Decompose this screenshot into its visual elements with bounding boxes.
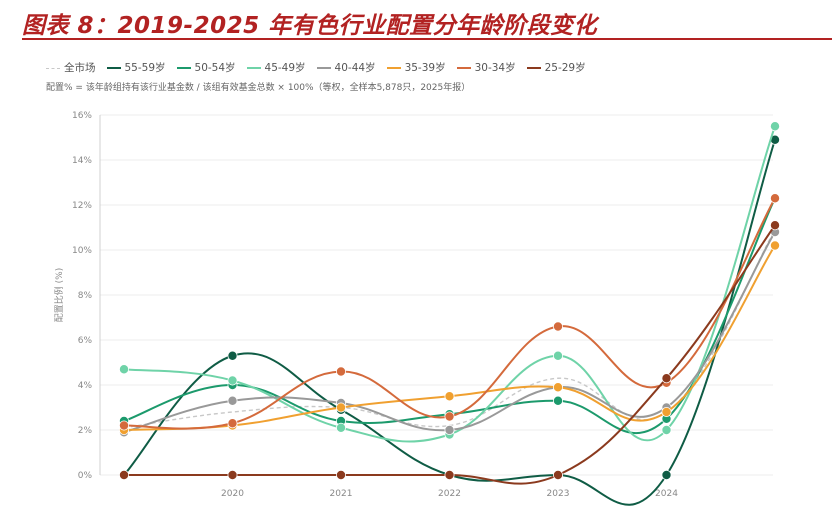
y-axis-label: 配置比例 (%) [53, 268, 65, 322]
legend-swatch [456, 67, 471, 69]
data-point [119, 364, 130, 375]
x-tick-label: 2022 [438, 489, 461, 499]
data-point [770, 220, 781, 231]
data-point [227, 469, 238, 480]
series-2 [119, 134, 781, 506]
data-point [444, 469, 455, 480]
legend-item: 30-34岁 [456, 61, 516, 75]
data-point [444, 411, 455, 422]
series-line [123, 224, 776, 485]
legend-swatch [386, 67, 401, 69]
data-point [227, 395, 238, 406]
data-point [553, 321, 564, 332]
y-tick-label: 0% [78, 471, 93, 481]
y-tick-label: 8% [78, 291, 93, 301]
data-point [227, 375, 238, 386]
legend-swatch [176, 67, 191, 69]
x-tick-label: 2020 [221, 489, 244, 499]
data-point [444, 424, 455, 435]
x-tick-label: 2024 [655, 489, 678, 499]
data-point [661, 406, 672, 417]
legend-item: 40-44岁 [316, 61, 376, 75]
data-point [661, 424, 672, 435]
series-6 [119, 240, 781, 435]
data-point [444, 391, 455, 402]
legend-item: 25-29岁 [526, 61, 586, 75]
legend-swatch [106, 67, 121, 69]
series-line [123, 197, 776, 430]
series-8 [119, 220, 781, 485]
data-point [553, 395, 564, 406]
legend-item: 全市场 [46, 61, 96, 75]
data-point [119, 420, 130, 431]
y-tick-label: 2% [78, 426, 93, 436]
y-tick-label: 12% [72, 201, 92, 211]
data-point [770, 240, 781, 251]
series-5 [119, 226, 781, 438]
legend-label: 35-39岁 [404, 62, 446, 74]
legend-label: 全市场 [64, 62, 96, 74]
y-tick-label: 4% [78, 381, 93, 391]
data-point [661, 469, 672, 480]
data-point [335, 366, 346, 377]
legend-label: 55-59岁 [124, 62, 166, 74]
data-point [661, 373, 672, 384]
legend-item: 55-59岁 [106, 61, 166, 75]
legend-item: 45-49岁 [246, 61, 306, 75]
data-point [335, 469, 346, 480]
legend-label: 50-54岁 [194, 62, 236, 74]
legend-swatch [526, 67, 541, 69]
data-point [553, 382, 564, 393]
legend-item: 50-54岁 [176, 61, 236, 75]
legend-swatch [246, 67, 261, 69]
y-tick-label: 16% [72, 111, 92, 121]
data-point [335, 402, 346, 413]
legend-item: 35-39岁 [386, 61, 446, 75]
y-tick-label: 14% [72, 156, 92, 166]
legend-label: 45-49岁 [264, 62, 306, 74]
data-point [770, 121, 781, 132]
data-point [553, 469, 564, 480]
figure-header: 图表 8：2019-2025 年有色行业配置分年龄阶段变化 [0, 0, 833, 42]
y-tick-label: 6% [78, 336, 93, 346]
data-point [335, 422, 346, 433]
legend-label: 30-34岁 [474, 62, 516, 74]
data-point [227, 350, 238, 361]
series-line [123, 139, 776, 506]
x-tick-label: 2023 [547, 489, 570, 499]
legend-swatch [316, 67, 331, 69]
y-tick-label: 10% [72, 246, 92, 256]
data-point [119, 469, 130, 480]
chart-note: 配置% = 该年龄组持有该行业基金数 / 该组有效基金总数 × 100%（等权，… [46, 83, 471, 93]
legend-label: 40-44岁 [334, 62, 376, 74]
data-point [770, 193, 781, 204]
legend-swatch [46, 67, 60, 69]
data-point [553, 350, 564, 361]
figure-title: 图表 8：2019-2025 年有色行业配置分年龄阶段变化 [22, 13, 598, 39]
series-line [123, 125, 776, 443]
legend-label: 25-29岁 [544, 62, 586, 74]
x-tick-label: 2021 [330, 489, 353, 499]
title-divider [22, 38, 832, 40]
chart-legend: 全市场 55-59岁 50-54岁 45-49岁 40-44岁 35-39岁 30-34岁 2… [46, 59, 597, 77]
data-point [227, 418, 238, 429]
